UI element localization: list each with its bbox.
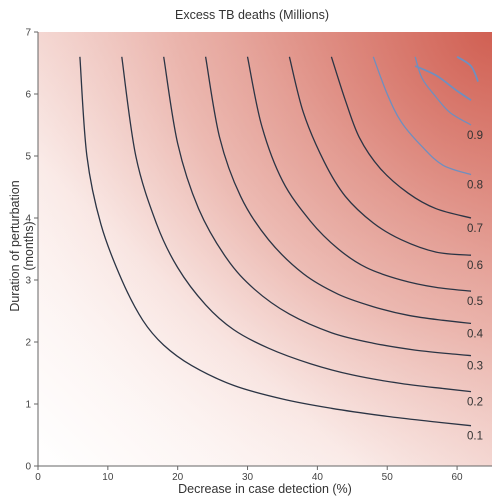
contour-line [414, 65, 472, 101]
x-tick-label: 20 [172, 472, 184, 483]
contour-line [79, 56, 472, 427]
x-axis-label: Decrease in case detection (%) [178, 482, 352, 496]
y-tick-label: 1 [25, 400, 31, 411]
contour-label: 0.8 [467, 180, 483, 192]
contour-line [330, 56, 472, 219]
contour-line [121, 56, 472, 393]
x-tick-label: 30 [242, 472, 254, 483]
x-tick-label: 60 [452, 472, 464, 483]
y-tick-label: 0 [25, 462, 31, 473]
contour-label: 0.4 [467, 328, 484, 340]
contour-label: 0.6 [467, 260, 483, 272]
x-tick-label: 40 [312, 472, 324, 483]
contour-label: 0.7 [467, 223, 483, 235]
contour-label: 0.1 [467, 431, 483, 443]
x-tick-label: 50 [382, 472, 394, 483]
y-tick-label: 3 [25, 276, 31, 287]
y-axis-label: Duration of perturbation (months) [8, 180, 36, 312]
contour-label: 0.3 [467, 361, 483, 373]
contour-line [414, 56, 472, 126]
contour-line [372, 56, 472, 176]
contour-line [246, 56, 472, 292]
contour-label: 0.5 [467, 296, 483, 308]
y-tick-label: 2 [25, 338, 31, 349]
x-tick-label: 0 [35, 472, 41, 483]
y-tick-label: 6 [25, 90, 31, 101]
contour-line [288, 56, 472, 256]
contour-line [456, 56, 479, 82]
contour-line [204, 56, 472, 325]
heatmap-overlay [38, 32, 492, 466]
contour-line [163, 56, 472, 357]
y-tick-label: 7 [25, 28, 31, 39]
x-tick-label: 10 [102, 472, 114, 483]
y-tick-label: 5 [25, 152, 31, 163]
contour-label: 0.2 [467, 397, 483, 409]
y-tick-label: 4 [25, 214, 31, 225]
chart-title: Excess TB deaths (Millions) [175, 8, 329, 22]
contour-label: 0.9 [467, 130, 483, 142]
